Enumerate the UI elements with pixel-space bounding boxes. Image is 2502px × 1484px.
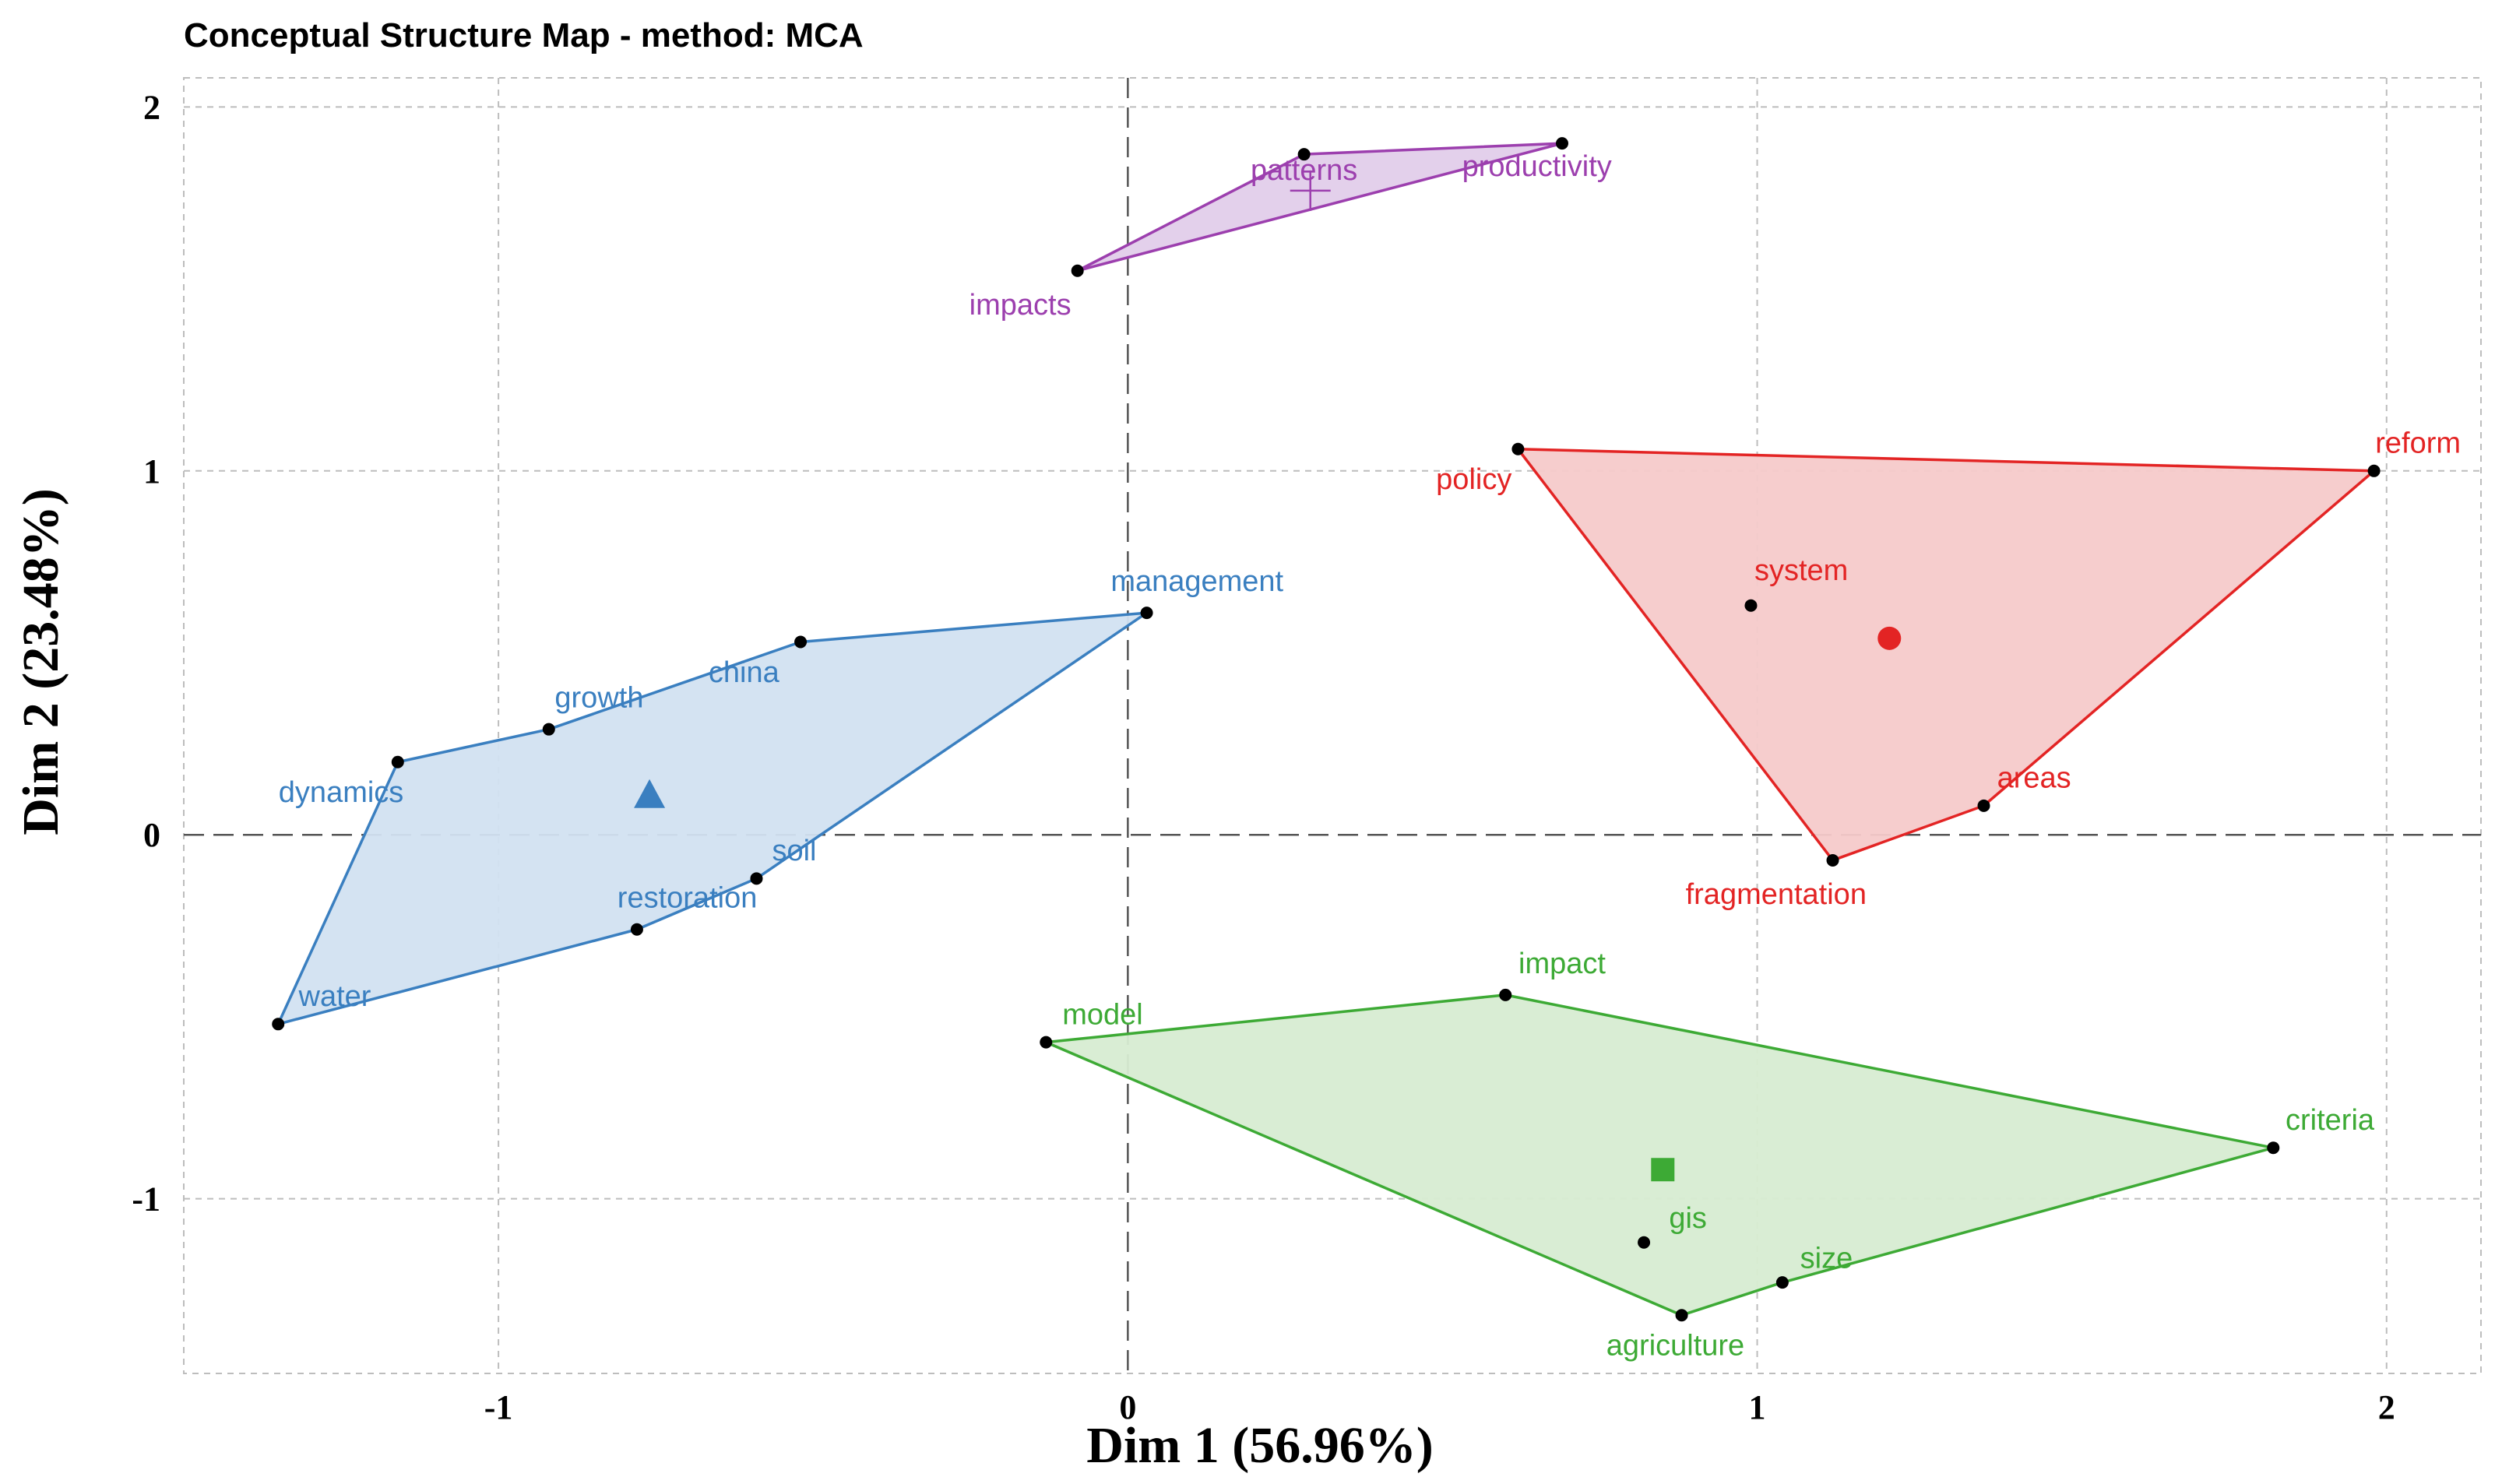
- cluster-points: patterns productivity impacts policy reform s…: [272, 137, 2461, 1363]
- cluster-green-centroid: [1651, 1158, 1675, 1182]
- label-reform: reform: [2375, 427, 2461, 459]
- chart-title: Conceptual Structure Map - method: MCA: [184, 16, 864, 55]
- point-criteria: [2267, 1141, 2280, 1155]
- point-gis: [1638, 1236, 1651, 1249]
- point-china: [794, 635, 808, 649]
- label-impacts: impacts: [969, 289, 1072, 322]
- point-fragmentation: [1826, 853, 1839, 867]
- point-growth: [542, 723, 555, 736]
- point-dynamics: [391, 755, 404, 768]
- point-water: [272, 1018, 285, 1031]
- point-impact: [1499, 988, 1512, 1001]
- label-impact: impact: [1518, 948, 1606, 980]
- label-gis: gis: [1669, 1202, 1707, 1235]
- label-policy: policy: [1436, 463, 1511, 496]
- cluster-purple: patterns productivity impacts: [969, 137, 1612, 322]
- y-tick-label: 2: [143, 88, 160, 126]
- label-areas: areas: [1997, 761, 2071, 794]
- cluster-blue-hull: [276, 611, 1149, 1026]
- x-tick-label: 1: [1749, 1388, 1766, 1426]
- plot-frame: [183, 77, 2482, 1374]
- cluster-green: impact model criteria gis size agriculture: [1040, 948, 2375, 1363]
- cluster-red: policy reform system areas fragmentation: [1436, 427, 2461, 911]
- x-axis-title: Dim 1 (56.96%): [1086, 1417, 1433, 1474]
- label-model: model: [1062, 998, 1143, 1031]
- axis-ticks: -1 0 1 2 -1 0 1 2: [132, 88, 2395, 1426]
- point-size: [1775, 1276, 1789, 1289]
- cluster-blue-centroid: [634, 779, 666, 808]
- label-patterns: patterns: [1251, 154, 1357, 187]
- point-patterns: [1297, 148, 1311, 161]
- label-size: size: [1800, 1242, 1853, 1275]
- point-productivity: [1556, 137, 1568, 150]
- point-policy: [1511, 442, 1525, 455]
- cluster-purple-centroid: [1290, 170, 1331, 211]
- point-restoration: [630, 923, 643, 936]
- label-dynamics: dynamics: [279, 776, 404, 809]
- label-china: china: [709, 656, 780, 689]
- label-criteria: criteria: [2286, 1104, 2375, 1137]
- x-tick-label: 2: [2378, 1388, 2395, 1426]
- point-system: [1744, 599, 1758, 612]
- y-tick-label: 1: [143, 452, 160, 491]
- cluster-green-hull: [1044, 993, 2275, 1317]
- point-agriculture: [1675, 1309, 1688, 1322]
- label-productivity: productivity: [1462, 150, 1612, 183]
- y-axis-title: Dim 2 (23.48%): [12, 488, 69, 835]
- label-water: water: [298, 980, 371, 1013]
- point-management: [1140, 607, 1153, 620]
- cluster-blue: management china growth dynamics soil restora…: [272, 565, 1284, 1031]
- label-system: system: [1754, 554, 1848, 587]
- label-agriculture: agriculture: [1606, 1330, 1744, 1363]
- y-tick-label: 0: [143, 816, 160, 854]
- point-soil: [750, 872, 763, 885]
- label-soil: soil: [772, 835, 816, 867]
- point-areas: [1977, 799, 1990, 812]
- point-impacts: [1071, 264, 1084, 277]
- cluster-hulls: [276, 142, 2376, 1317]
- x-tick-label: 0: [1119, 1388, 1136, 1426]
- label-growth: growth: [554, 682, 643, 715]
- cluster-red-centroid: [1877, 626, 1902, 650]
- x-tick-label: -1: [484, 1388, 513, 1426]
- point-model: [1040, 1036, 1053, 1049]
- y-tick-label: -1: [132, 1180, 160, 1218]
- zero-lines: [184, 78, 2481, 1373]
- label-restoration: restoration: [618, 882, 758, 915]
- cluster-purple-hull: [1075, 142, 1564, 273]
- label-fragmentation: fragmentation: [1686, 878, 1867, 911]
- label-management: management: [1110, 565, 1283, 598]
- point-reform: [2367, 464, 2381, 477]
